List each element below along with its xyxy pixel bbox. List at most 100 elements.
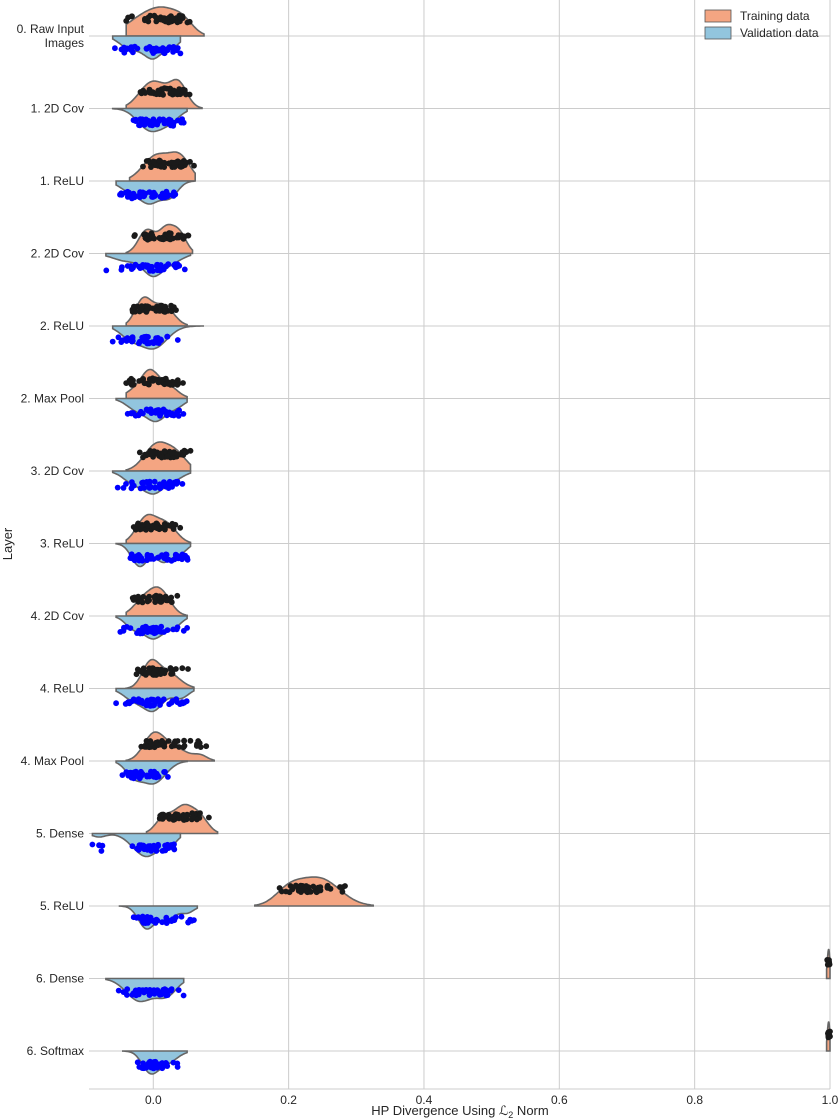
training-point	[183, 159, 190, 166]
validation-point	[139, 264, 146, 271]
validation-point	[177, 50, 184, 57]
y-tick-label: 2. 2D Cov	[31, 247, 84, 261]
validation-point	[131, 990, 138, 997]
training-point	[325, 884, 332, 891]
validation-point	[130, 190, 137, 197]
y-tick-label: 4. 2D Cov	[31, 609, 84, 623]
validation-point	[115, 334, 122, 341]
validation-point	[148, 768, 154, 775]
validation-point	[137, 485, 144, 492]
training-point	[158, 812, 164, 819]
validation-point	[162, 194, 168, 201]
validation-point	[146, 699, 152, 706]
validation-point	[182, 552, 189, 559]
validation-point	[174, 261, 181, 268]
validation-point	[124, 992, 130, 998]
training-point	[176, 744, 182, 750]
training-point	[155, 87, 162, 94]
training-point	[136, 449, 143, 456]
validation-point	[129, 195, 135, 202]
training-point	[158, 378, 165, 384]
y-tick-label: 5. ReLU	[40, 899, 84, 913]
training-point	[156, 303, 163, 310]
validation-point	[130, 696, 137, 703]
training-point	[293, 883, 300, 890]
validation-point	[156, 116, 163, 123]
validation-point	[115, 987, 122, 994]
y-tick-label: 4. ReLU	[40, 682, 84, 696]
validation-point	[162, 847, 169, 854]
y-tick-label-line: 0. Raw Input	[17, 22, 85, 36]
validation-point	[149, 990, 156, 997]
training-point	[206, 814, 212, 821]
training-point	[138, 303, 145, 309]
training-point	[144, 595, 151, 602]
training-point	[173, 307, 179, 313]
validation-point	[133, 769, 139, 776]
legend: Training data Validation data	[704, 9, 819, 40]
validation-point	[150, 189, 157, 196]
validation-point	[174, 117, 181, 124]
validation-point	[170, 626, 177, 633]
validation-point	[174, 624, 181, 631]
validation-point	[157, 193, 164, 200]
training-point	[187, 737, 194, 744]
validation-point	[180, 992, 187, 999]
y-tick-label: 1. 2D Cov	[31, 102, 84, 116]
y-tick-label: 5. Dense	[36, 827, 84, 841]
validation-point	[170, 412, 177, 419]
validation-point	[163, 920, 170, 926]
training-point	[167, 90, 174, 97]
training-point	[128, 377, 135, 384]
validation-point	[136, 557, 143, 564]
training-point	[138, 668, 145, 675]
training-point	[132, 232, 138, 238]
training-point	[152, 599, 159, 605]
y-tick-label: 2. Max Pool	[21, 392, 84, 406]
training-point	[194, 816, 200, 823]
training-point	[140, 163, 146, 170]
validation-point	[147, 1063, 154, 1070]
x-tick-labels: 0.0 0.2 0.4 0.6 0.8 1.0	[145, 1093, 839, 1107]
validation-point	[147, 914, 154, 921]
training-point	[174, 592, 181, 599]
validation-point	[121, 44, 127, 51]
validation-point	[103, 267, 110, 274]
validation-point	[126, 699, 133, 706]
validation-point	[113, 700, 119, 707]
validation-point	[117, 629, 124, 635]
validation-point	[180, 411, 187, 417]
training-point	[189, 814, 196, 821]
training-point	[164, 597, 171, 604]
training-point	[300, 886, 307, 893]
validation-point	[171, 479, 178, 486]
validation-point	[141, 191, 147, 198]
validation-point	[159, 919, 166, 926]
training-point	[181, 737, 188, 744]
validation-point	[151, 46, 158, 53]
training-point	[158, 668, 165, 675]
validation-point	[131, 557, 138, 564]
validation-point	[174, 337, 181, 343]
training-point	[159, 738, 165, 744]
training-point	[278, 888, 285, 895]
training-point	[178, 164, 184, 170]
validation-point	[124, 263, 131, 269]
validation-point	[146, 773, 153, 780]
validation-point	[144, 557, 150, 564]
validation-point	[155, 843, 162, 849]
validation-point	[175, 413, 182, 419]
x-tick-label: 1.0	[822, 1093, 839, 1107]
validation-point	[128, 410, 135, 416]
training-point	[142, 90, 149, 96]
training-point	[169, 15, 176, 22]
training-point	[153, 14, 159, 21]
validation-point	[170, 45, 176, 52]
validation-point	[146, 482, 152, 488]
training-point	[175, 811, 182, 818]
validation-point	[98, 848, 105, 854]
y-tick-label: 4. Max Pool	[21, 754, 84, 768]
y-tick-label: 1. ReLU	[40, 174, 84, 188]
training-point	[132, 526, 139, 533]
validation-point	[127, 47, 134, 53]
